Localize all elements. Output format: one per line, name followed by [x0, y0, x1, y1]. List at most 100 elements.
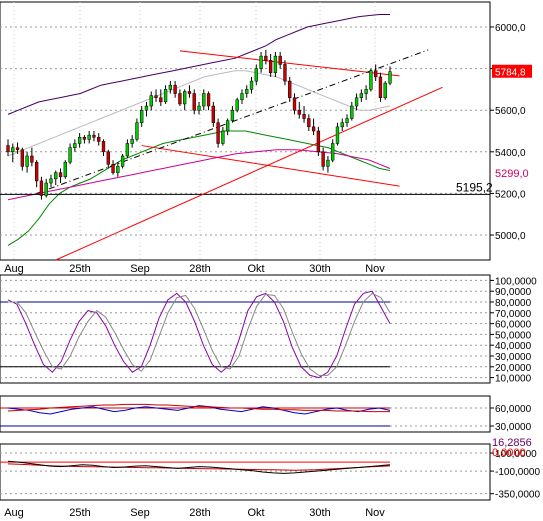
candle — [183, 91, 187, 105]
candle — [120, 155, 125, 167]
macd-tick-label: 100,0000 — [495, 449, 537, 460]
candle — [68, 147, 72, 163]
x-axis-label: Aug — [4, 263, 24, 275]
oscillator-signal-line — [7, 403, 390, 413]
stochastic-tick-label: 80,0000 — [495, 298, 532, 309]
candle — [15, 147, 20, 150]
candle — [225, 120, 230, 132]
candle — [292, 97, 297, 111]
candle — [288, 80, 292, 98]
trendline — [55, 86, 443, 261]
stochastic-k-line — [7, 290, 391, 379]
candle — [178, 93, 182, 105]
x-axis-label-bottom: 25th — [69, 507, 90, 519]
candle — [388, 71, 392, 84]
candle — [345, 118, 349, 123]
candle — [311, 126, 316, 132]
candle — [302, 114, 306, 119]
macd-tick-label: -350,0000 — [495, 490, 540, 501]
candle — [144, 105, 149, 111]
candle — [221, 130, 225, 144]
candle — [77, 136, 82, 144]
stochastic-d-line — [8, 292, 391, 376]
candle — [264, 55, 268, 61]
candle — [125, 143, 130, 157]
candle — [206, 93, 211, 107]
candle — [135, 122, 139, 140]
candle — [202, 93, 206, 107]
x-axis-label: 30th — [309, 263, 330, 275]
candle — [130, 139, 134, 144]
stochastic-tick-label: 90,0000 — [495, 287, 532, 298]
candle — [278, 55, 282, 65]
candle — [25, 155, 29, 167]
price-tick-label: 6000,0 — [495, 23, 526, 34]
candle — [374, 70, 378, 78]
candle — [245, 89, 249, 94]
stochastic-tick-label: 10,0000 — [495, 374, 532, 385]
candle — [82, 136, 87, 140]
candle — [369, 70, 373, 90]
candle — [30, 155, 34, 163]
candle — [211, 105, 215, 123]
macd-zero-label: 0,0000 — [492, 447, 526, 459]
trendline — [141, 145, 400, 187]
candle — [163, 89, 168, 103]
candle — [364, 89, 368, 94]
candle — [254, 68, 258, 82]
panel-frame — [0, 395, 491, 433]
x-axis-label: Nov — [365, 263, 385, 275]
candle — [350, 105, 354, 119]
lower-band-price-label: 5299,0 — [495, 168, 529, 180]
x-axis-label-bottom: Sep — [130, 507, 150, 519]
candle — [259, 55, 263, 69]
candle — [197, 105, 201, 111]
candle — [378, 76, 383, 98]
last-price-box — [492, 64, 532, 78]
oscillator-tick-label: 30,0000 — [495, 422, 532, 433]
stochastic-tick-label: 40,0000 — [495, 341, 532, 352]
candle — [34, 161, 39, 182]
stochastic-tick-label: 70,0000 — [495, 309, 532, 320]
candle — [216, 122, 220, 144]
candle — [39, 180, 44, 196]
candle — [159, 97, 163, 103]
panel-frame — [0, 443, 491, 501]
x-axis-label-bottom: Okt — [247, 507, 264, 519]
candle — [359, 93, 364, 98]
last-price-label: 5784,8 — [495, 68, 526, 79]
macd-line — [7, 460, 391, 474]
macd-value-label: 16,2856 — [492, 437, 532, 449]
candle — [192, 93, 196, 111]
candle — [73, 143, 77, 148]
price-tick-label: 5400,0 — [495, 148, 526, 159]
stochastic-tick-label: 50,0000 — [495, 330, 532, 341]
macd-signal-line — [7, 463, 391, 471]
x-axis-label: 28th — [189, 263, 210, 275]
candle — [326, 159, 330, 167]
candle — [154, 95, 158, 98]
candle — [58, 172, 63, 178]
trendline — [179, 50, 400, 77]
stochastic-tick-label: 30,0000 — [495, 352, 532, 363]
candle — [273, 55, 278, 73]
stochastic-tick-label: 100,0000 — [495, 276, 537, 287]
candle — [20, 149, 24, 167]
candle — [235, 99, 239, 111]
candle — [97, 136, 101, 142]
candle — [49, 178, 53, 184]
candle — [87, 134, 91, 140]
price-tick-label: 5000,0 — [495, 231, 526, 242]
candle — [321, 151, 325, 167]
candle — [383, 82, 387, 98]
candle — [111, 164, 115, 173]
candle — [149, 95, 153, 107]
macd-tick-label: -100,0000 — [495, 467, 540, 478]
panel-frame — [0, 274, 491, 384]
candle — [297, 109, 301, 115]
candle — [268, 60, 273, 73]
candle — [101, 141, 106, 153]
price-panel: 6000,05800,05600,05400,05200,05000,05195… — [0, 1, 532, 261]
